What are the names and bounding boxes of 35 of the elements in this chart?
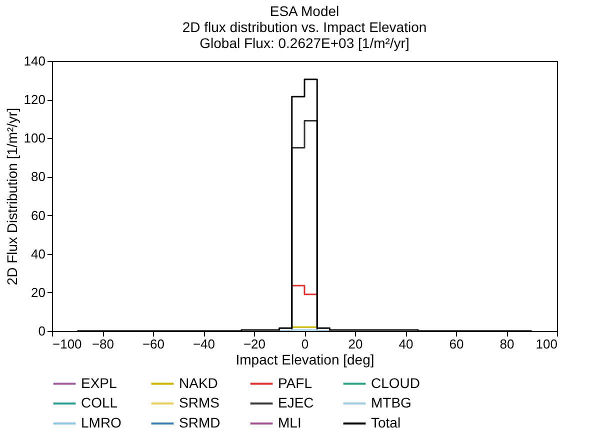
- x-axis-title: Impact Elevation [deg]: [236, 352, 374, 368]
- y-tick-label: 120: [24, 92, 46, 108]
- chart-subtitle: 2D flux distribution vs. Impact Elevation Global Flux: 0.2627E+03 [1/m²/yr]: [182, 19, 427, 51]
- chart-title: ESA Model: [270, 3, 340, 19]
- legend-label: PAFL: [278, 374, 312, 391]
- x-tick-label: −20: [243, 336, 266, 352]
- x-tick-label: −80: [92, 336, 114, 352]
- x-tick-label: −100: [52, 336, 82, 352]
- legend-label: EXPL: [81, 374, 118, 391]
- y-tick-label: 40: [31, 246, 46, 262]
- legend-label: SRMS: [179, 394, 220, 410]
- x-tick-label: 0: [301, 336, 309, 352]
- y-tick-label: 80: [31, 169, 46, 184]
- legend-label: SRMD: [179, 414, 220, 430]
- x-tick-label: −60: [142, 336, 165, 352]
- legend-label: MTBG: [371, 394, 412, 410]
- legend-label: COLL: [81, 394, 118, 410]
- x-tick-label: 100: [536, 336, 558, 352]
- y-tick-label: 0: [38, 324, 46, 338]
- x-tick-label: 20: [348, 336, 363, 352]
- x-tick-label: −40: [192, 336, 216, 352]
- legend-label: LMRO: [81, 414, 122, 430]
- legend-label: CLOUD: [371, 374, 420, 391]
- y-tick-label: 60: [31, 208, 46, 223]
- legend-label: NAKD: [179, 374, 218, 391]
- legend-label: MLI: [278, 414, 302, 430]
- legend-label: EJEC: [278, 394, 314, 410]
- x-tick-label: 40: [398, 336, 414, 352]
- y-axis-title: 2D Flux Distribution [1/m²/yr]: [4, 108, 20, 286]
- x-tick-label: 60: [449, 336, 464, 352]
- legend-label: Total: [371, 414, 401, 430]
- y-tick-label: 20: [31, 284, 46, 300]
- y-tick-label: 140: [24, 54, 46, 68]
- x-tick-label: 80: [500, 336, 514, 352]
- y-tick-label: 100: [24, 130, 46, 146]
